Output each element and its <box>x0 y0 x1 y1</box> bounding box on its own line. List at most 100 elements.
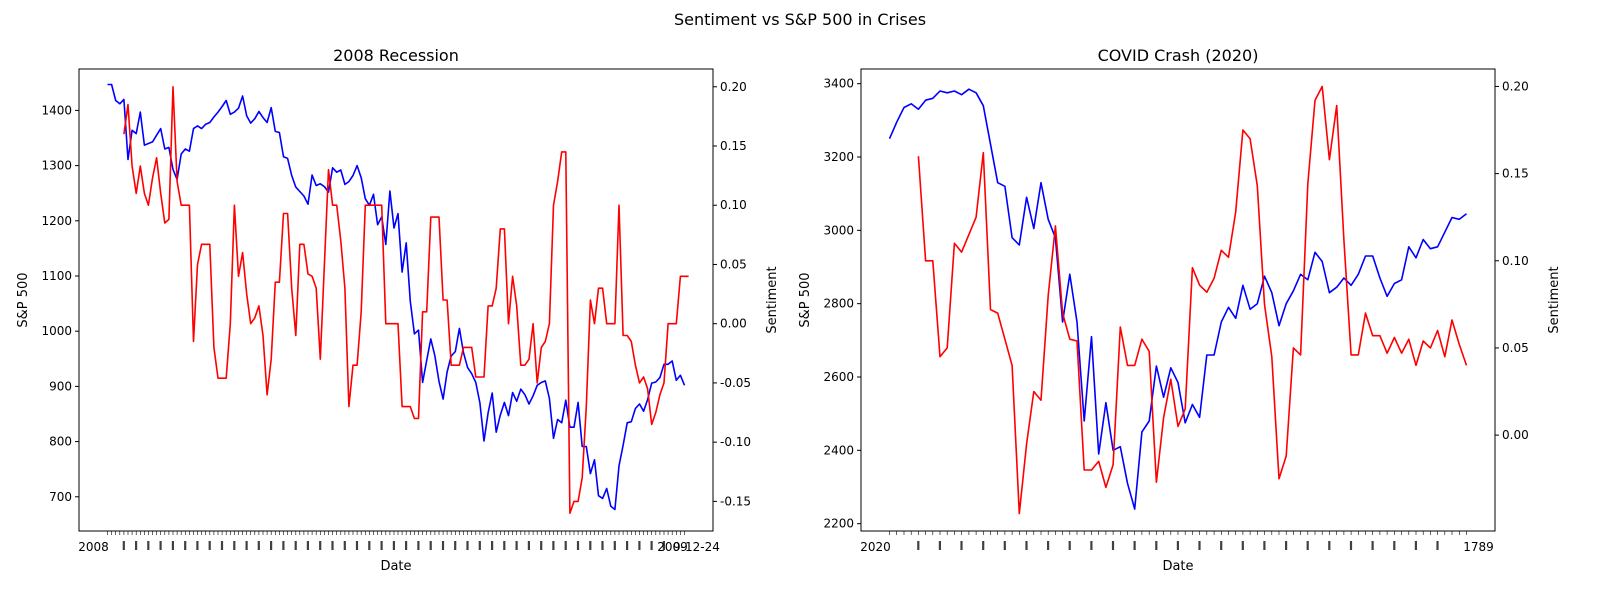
panel-covid-crash: COVID Crash (2020) 2200 2400 2600 2800 3000 3… <box>798 46 1562 574</box>
y-tick-label: 3400 <box>823 77 854 91</box>
x-tick-label-glyph <box>503 541 506 550</box>
y2-tick-label: 0.10 <box>1502 254 1529 268</box>
y-axis-right-ticks: -0.15 -0.10 -0.05 0.00 0.05 0.10 0.15 0.20 <box>713 80 751 508</box>
x-tick-label-glyph <box>1393 541 1396 550</box>
y2-tick-label: 0.00 <box>1502 428 1529 442</box>
x-tick-label-glyph <box>552 541 555 550</box>
x-tick-label-glyph <box>662 541 665 550</box>
x-tick-label-glyph <box>184 541 187 550</box>
x-tick-label-glyph <box>196 541 199 550</box>
y2-tick-label: -0.10 <box>720 435 751 449</box>
y2-tick-label: -0.15 <box>720 494 751 508</box>
x-tick-label-glyph <box>257 541 260 550</box>
x-tick-label-glyph <box>1328 541 1331 550</box>
x-tick-label-glyph <box>540 541 543 550</box>
x-tick-label-glyph <box>429 541 432 550</box>
sp500-line <box>107 83 686 511</box>
y-axis-label-left: S&P 500 <box>798 272 813 327</box>
x-tick-label-glyph <box>466 541 469 550</box>
y-axis-label-left: S&P 500 <box>16 272 31 327</box>
y-tick-label: 2400 <box>823 443 854 457</box>
x-tick-label-glyph <box>1090 541 1093 550</box>
x-tick-label-glyph <box>159 541 162 550</box>
y-axis-label-right: Sentiment <box>1547 266 1562 333</box>
plot-lines <box>107 83 689 514</box>
x-tick-label-glyph <box>122 541 125 550</box>
x-tick-label-glyph <box>1285 541 1288 550</box>
x-tick-label-glyph <box>1220 541 1223 550</box>
plot-frame <box>78 68 714 532</box>
x-tick-label-glyph <box>405 541 408 550</box>
x-tick-label-glyph <box>1133 541 1136 550</box>
x-tick-label-glyph <box>270 541 273 550</box>
x-tick-label-glyph <box>601 541 604 550</box>
x-tick-label-glyph <box>245 541 248 550</box>
y2-tick-label: 0.20 <box>720 80 747 94</box>
x-axis-label: Date <box>380 559 411 574</box>
x-tick-label-glyph <box>282 541 285 550</box>
x-tick-label-glyph <box>1414 541 1417 550</box>
x-tick-label-start: 2020 <box>860 540 891 554</box>
x-tick-label-glyph <box>1306 541 1309 550</box>
x-tick-label-glyph <box>331 541 334 550</box>
x-tick-label-glyph <box>208 541 211 550</box>
x-tick-label-glyph <box>441 541 445 550</box>
x-tick-label-glyph <box>135 541 138 550</box>
x-tick-label-glyph <box>233 541 236 550</box>
x-tick-label-glyph <box>306 541 309 550</box>
x-tick-marks <box>889 531 1467 550</box>
x-tick-label-glyph <box>1371 541 1374 550</box>
plot-frame <box>860 68 1496 532</box>
y-axis-right-ticks: 0.00 0.05 0.10 0.15 0.20 <box>1495 79 1529 442</box>
y2-tick-label: 0.15 <box>1502 167 1529 181</box>
y-tick-label: 800 <box>49 435 72 449</box>
y-tick-label: 1000 <box>41 324 72 338</box>
x-tick-label-glyph <box>917 541 920 550</box>
y-tick-label: 1100 <box>41 269 72 283</box>
x-tick-label-clutter <box>122 541 665 550</box>
y2-tick-label: 0.15 <box>720 139 747 153</box>
x-tick-label-glyph <box>392 541 395 550</box>
y-tick-label: 2800 <box>823 297 854 311</box>
x-tick-label-glyph <box>960 541 963 550</box>
x-tick-label-glyph <box>515 541 518 550</box>
x-tick-label-glyph <box>294 541 297 550</box>
x-tick-label-glyph <box>220 541 224 550</box>
x-tick-label-glyph <box>650 541 653 550</box>
x-tick-label-glyph <box>319 541 322 550</box>
x-tick-label-glyph <box>626 541 629 550</box>
x-tick-label-start: 2008 <box>78 540 109 554</box>
x-tick-label-glyph <box>1111 541 1115 550</box>
x-tick-label-glyph <box>613 541 616 550</box>
x-tick-label-end-fragment: 9-12-24 <box>673 540 720 554</box>
y-tick-label: 900 <box>49 379 72 393</box>
x-tick-label-glyph <box>527 541 530 550</box>
y2-tick-label: 0.20 <box>1502 79 1529 93</box>
x-tick-label-glyph <box>147 541 150 550</box>
plot-lines <box>888 85 1468 515</box>
sp500-line <box>888 88 1467 510</box>
y2-tick-label: 0.00 <box>720 317 747 331</box>
x-tick-label-glyph <box>1068 541 1071 550</box>
y-tick-label: 2200 <box>823 517 854 531</box>
y-tick-label: 3000 <box>823 223 854 237</box>
figure-suptitle: Sentiment vs S&P 500 in Crises <box>674 10 926 29</box>
x-tick-label-glyph <box>982 541 985 550</box>
y-tick-label: 2600 <box>823 370 854 384</box>
x-tick-label-glyph <box>1349 541 1353 550</box>
x-tick-label-glyph <box>380 541 383 550</box>
sentiment-line <box>917 85 1468 515</box>
panel-title: COVID Crash (2020) <box>1098 46 1259 65</box>
x-tick-label-glyph <box>368 541 371 550</box>
x-tick-label-clutter <box>917 541 1439 550</box>
x-tick-label-glyph <box>638 541 641 550</box>
x-tick-label-glyph <box>1047 541 1050 550</box>
x-tick-label-glyph <box>355 541 359 550</box>
x-tick-label-glyph <box>576 541 580 550</box>
x-tick-label-end: 2009 <box>657 540 688 554</box>
x-tick-label-glyph <box>1025 541 1028 550</box>
x-tick-label-glyph <box>1198 541 1201 550</box>
sentiment-line <box>123 86 689 514</box>
x-tick-label-glyph <box>491 541 494 550</box>
